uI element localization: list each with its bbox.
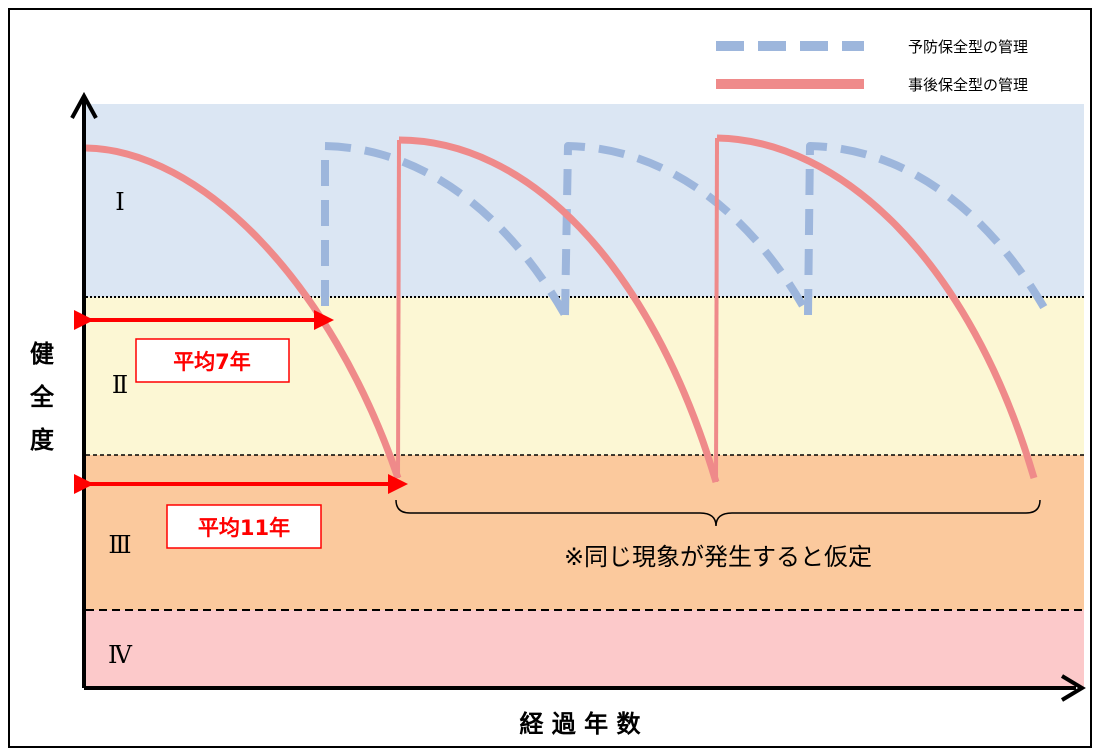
preventive-maintenance-curve: [321, 142, 1054, 320]
x-axis-label: 経 過 年 数: [519, 710, 641, 738]
y-axis-label-1: 健: [30, 340, 54, 368]
reactive-maintenance-curve: [85, 134, 1038, 483]
repeat-brace: [395, 499, 1041, 527]
legend: 予防保全型の管理 事後保全型の管理: [716, 38, 1028, 94]
avg-long-box: [166, 504, 322, 549]
avg-long-label: 平均11年: [198, 516, 290, 540]
zone-4-label: Ⅳ: [108, 641, 133, 669]
zone-1-label: Ⅰ: [115, 188, 124, 216]
zone-4-band: [86, 610, 1084, 687]
avg-short-label: 平均7年: [173, 350, 251, 374]
y-axis-arrowhead: [70, 91, 98, 119]
zone-2-label: Ⅱ: [112, 371, 128, 399]
zone-1-band: [86, 104, 1084, 297]
repeat-note: ※同じ現象が発生すると仮定: [564, 543, 872, 571]
legend-preventive-label: 予防保全型の管理: [908, 38, 1028, 56]
y-axis-label-3: 度: [30, 426, 55, 454]
legend-reactive-label: 事後保全型の管理: [908, 76, 1028, 94]
y-axis-label-2: 全: [29, 383, 55, 411]
zone-3-label: Ⅲ: [108, 531, 131, 559]
x-axis-arrowhead: [1060, 674, 1086, 702]
avg-short-box: [135, 338, 290, 383]
